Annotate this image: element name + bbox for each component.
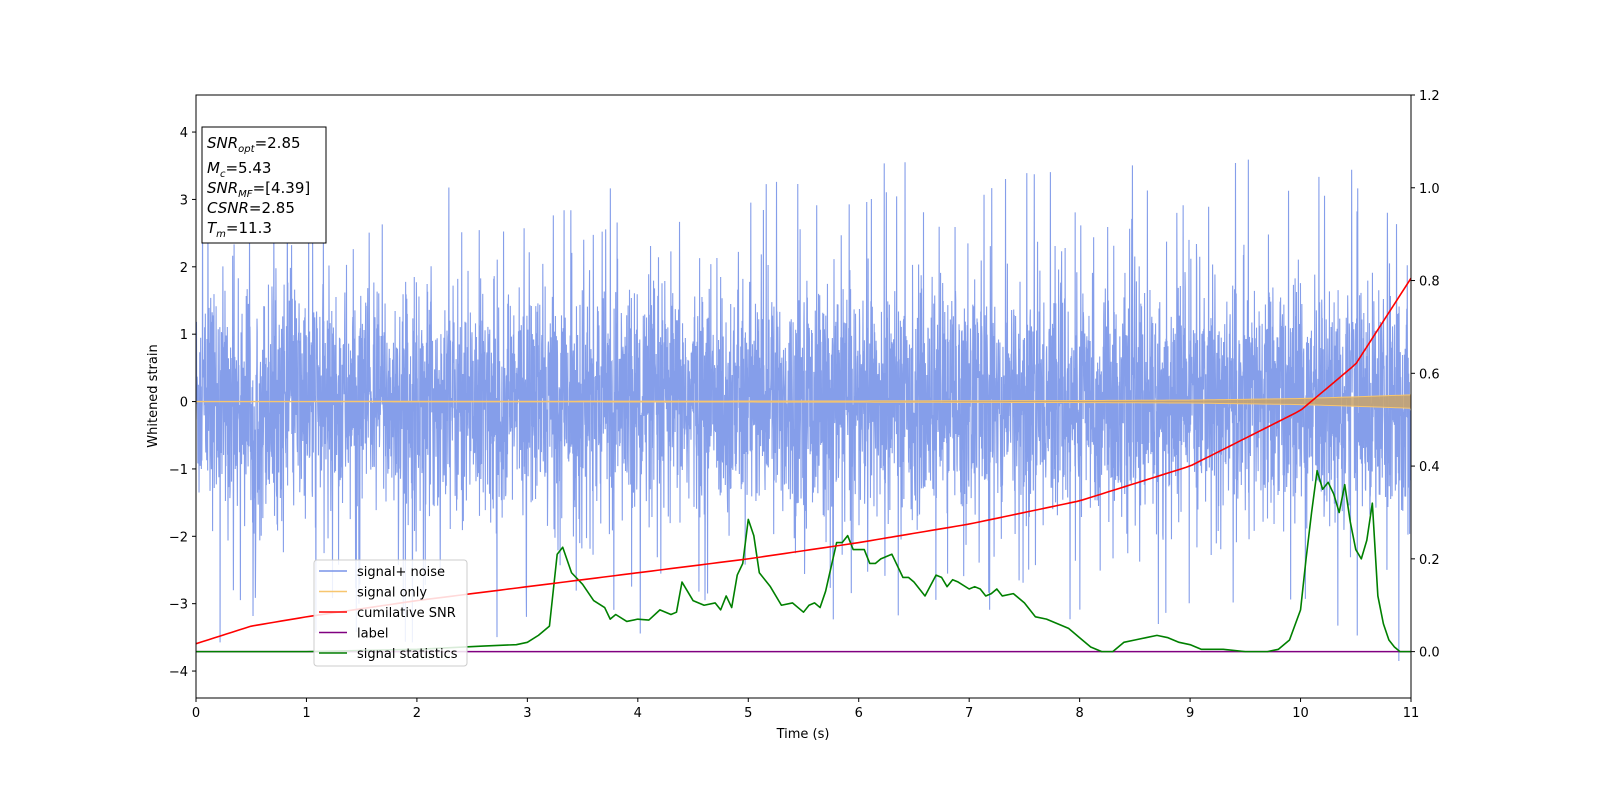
y-tick-label: 2 xyxy=(180,261,188,276)
legend-label: cumilative SNR xyxy=(357,606,456,621)
y-tick-label: 3 xyxy=(180,193,188,208)
x-tick-label: 10 xyxy=(1292,706,1309,721)
y-axis-label: Whitened strain xyxy=(146,344,161,447)
y-tick-label: −4 xyxy=(169,665,188,680)
x-axis: 0 1 2 3 4 5 6 7 8 9 10 11 xyxy=(192,698,1419,721)
annotation-line: CSNR=2.85 xyxy=(207,199,295,217)
annotation-line: SNRMF=[4.39] xyxy=(207,179,310,200)
annotation-symbol: SNR xyxy=(207,134,238,152)
annotation-line: SNRopt=2.85 xyxy=(207,134,301,155)
y-tick-label: 4 xyxy=(180,126,188,141)
legend-label: signal only xyxy=(357,586,427,601)
annotation-value: =2.85 xyxy=(255,134,301,152)
annotation-subscript: MF xyxy=(238,189,253,200)
x-tick-label: 8 xyxy=(1075,706,1083,721)
annotation-frame xyxy=(201,126,327,244)
x-axis-label: Time (s) xyxy=(776,727,830,742)
y2-tick-label: 0.8 xyxy=(1419,275,1440,290)
y2-tick-label: 0.0 xyxy=(1419,646,1440,661)
y-tick-label: 0 xyxy=(180,396,188,411)
x-tick-label: 1 xyxy=(302,706,310,721)
annotation-subscript: c xyxy=(220,169,226,180)
y2-tick-label: 1.2 xyxy=(1419,89,1440,104)
y2-tick-label: 1.0 xyxy=(1419,182,1440,197)
annotation-subscript: opt xyxy=(238,144,255,155)
x-tick-label: 7 xyxy=(965,706,973,721)
annotation-value: =2.85 xyxy=(249,199,295,217)
y-tick-label: −3 xyxy=(169,598,188,613)
annotation-value: =11.3 xyxy=(226,219,272,237)
x-tick-label: 2 xyxy=(413,706,421,721)
legend: signal+ noise signal only cumilative SNR la… xyxy=(313,559,468,667)
legend-frame xyxy=(313,559,468,667)
y2-tick-label: 0.2 xyxy=(1419,553,1440,568)
annotation-value: =[4.39] xyxy=(253,179,311,197)
x-tick-label: 11 xyxy=(1403,706,1420,721)
legend-label: label xyxy=(357,627,388,642)
x-tick-label: 3 xyxy=(523,706,531,721)
annotation-symbol: CSNR xyxy=(207,199,249,217)
x-tick-label: 0 xyxy=(192,706,200,721)
y-axis-left: −4 −3 −2 −1 0 1 2 3 4 xyxy=(169,126,196,680)
annotation-value: =5.43 xyxy=(225,159,271,177)
y-axis-right: 0.0 0.2 0.4 0.6 0.8 1.0 1.2 xyxy=(1411,89,1440,661)
legend-label: signal statistics xyxy=(357,647,458,662)
annotation-line: Tm=11.3 xyxy=(207,219,272,240)
plot-frame xyxy=(195,94,1412,699)
y-tick-label: −2 xyxy=(169,530,188,545)
annotation-subscript: m xyxy=(216,229,226,240)
y-tick-label: −1 xyxy=(169,463,188,478)
annotation-symbol: M xyxy=(207,159,220,177)
series-line-signal-statistics xyxy=(196,469,1411,653)
y2-tick-label: 0.4 xyxy=(1419,460,1440,475)
y2-tick-label: 0.6 xyxy=(1419,367,1440,382)
series-band-signal-only xyxy=(196,394,1411,409)
annotation-box: SNRopt=2.85Mc=5.43SNRMF=[4.39]CSNR=2.85T… xyxy=(201,126,327,244)
x-tick-label: 9 xyxy=(1186,706,1194,721)
series-line-signal-noise xyxy=(196,159,1411,661)
annotation-line: Mc=5.43 xyxy=(207,159,271,180)
x-tick-label: 4 xyxy=(634,706,642,721)
y-tick-label: 1 xyxy=(180,328,188,343)
x-tick-label: 6 xyxy=(855,706,863,721)
legend-label: signal+ noise xyxy=(357,565,445,580)
annotation-symbol: SNR xyxy=(207,179,238,197)
x-tick-label: 5 xyxy=(744,706,752,721)
annotation-symbol: T xyxy=(207,219,218,237)
